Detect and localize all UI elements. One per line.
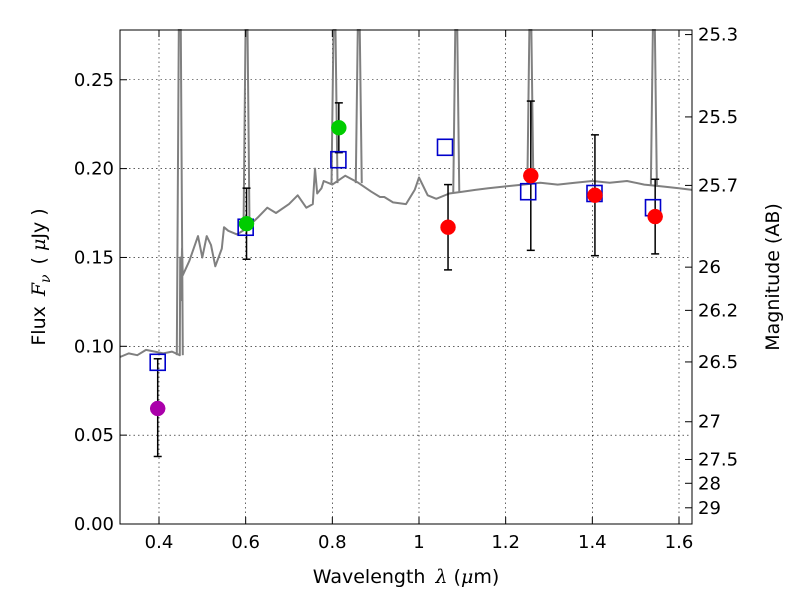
y2-tick-label: 25.7 [698,175,738,196]
x-tick-label: 1.2 [491,532,520,553]
y-tick-label: 0.05 [74,425,114,446]
model-photometry-square [519,182,537,201]
y-tick-label: 0.15 [74,247,114,268]
x-tick-label: 1 [413,532,424,553]
y2-tick-label: 25.3 [698,25,738,46]
observed-point [440,219,456,235]
y-tick-label: 0.20 [74,159,114,180]
model-photometry-square [436,138,454,157]
y2-tick-label: 27 [698,412,721,433]
y2-tick-label: 27.5 [698,449,738,470]
y-tick-label: 0.00 [74,514,114,535]
x-tick-label: 0.8 [318,532,347,553]
data-markers [149,119,663,417]
x-axis-title: Wavelength λ (μm) [313,566,499,588]
observed-point [149,400,166,417]
axis-ticks: 0.4 0.6 0.8 1 1.2 1.4 1.6 0.00 0.05 0.10 0.15 0.20 0… [74,25,738,553]
model-photometry-square [149,353,166,372]
y2-tick-label: 26.2 [698,300,738,321]
observed-point [647,208,663,225]
x-tick-label: 1.6 [665,532,694,553]
observed-point [238,215,255,232]
y-axis-title: FluxFν(μJy) [28,208,54,345]
observed-point [523,167,539,184]
y-tick-label: 0.25 [74,70,114,91]
plot-frame [119,29,693,525]
x-tick-label: 0.4 [145,532,174,553]
model-photometry-square [330,150,347,169]
x-tick-label: 1.4 [578,532,607,553]
y-tick-label: 0.10 [74,336,114,357]
observed-point [331,119,347,136]
y2-tick-label: 25.5 [698,107,738,128]
y2-tick-label: 28 [698,473,721,494]
y2-tick-label: 26 [698,257,721,278]
x-tick-label: 0.6 [231,532,260,553]
observed-point [587,187,603,204]
y2-tick-label: 26.5 [698,352,738,373]
y2-axis-title: Magnitude (AB) [762,203,784,351]
y2-tick-label: 29 [698,498,721,519]
